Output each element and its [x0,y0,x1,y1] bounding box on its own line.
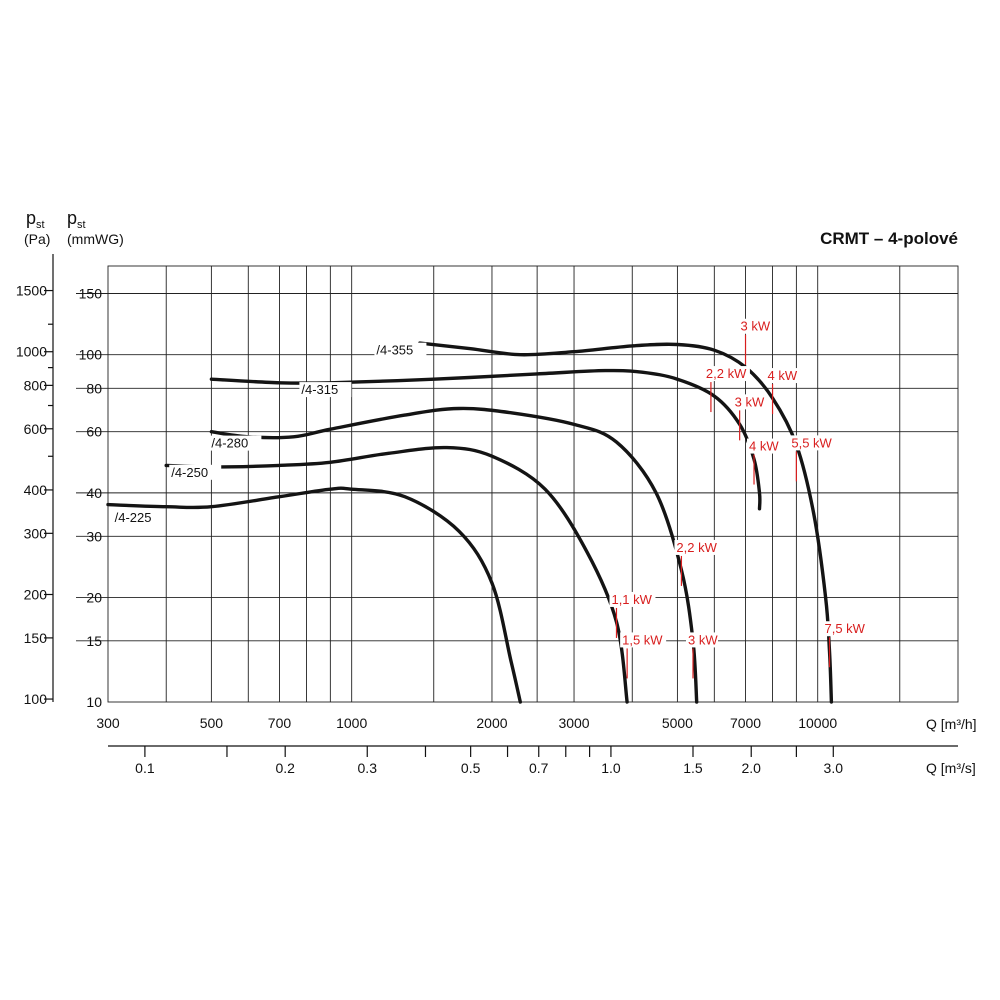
x-tick-label: 5000 [662,715,693,731]
x-tick-label-m3s: 2.0 [741,760,761,776]
curve-label-bg [209,435,262,451]
y-axis-pa-label-sub: st [36,219,45,231]
x-tick-label: 300 [96,715,120,731]
y-tick-label-mmwg: 100 [79,347,103,363]
y-axis-mmwg-label: pst [67,208,86,231]
x-tick-label-m3s: 1.5 [683,760,703,776]
power-label: 3 kW [741,319,771,334]
power-label: 4 kW [749,439,779,454]
y-tick-label-mmwg: 80 [86,380,102,396]
y-axis-mmwg-unit: (mmWG) [67,231,124,247]
x-axis-m3s: 0.1 0.2 0.3 0.5 0.7 1.0 1.5 2.0 3.0 [108,745,958,776]
y-tick-label-pa: 400 [24,482,48,498]
curve-4-250 [164,445,629,704]
x-tick-label: 3000 [558,715,589,731]
x-tick-label-m3s: 0.7 [529,760,549,776]
power-label: 1,5 kW [622,632,663,647]
curve-label: /4-225 [115,510,152,525]
curve-label: /4-250 [171,465,208,480]
curve-label: /4-280 [211,436,248,451]
y-axis-pa: 100 150 200 300 400 600 800 1000 1500 [16,254,54,707]
curve-label: /4-355 [376,343,413,358]
y-tick-label-pa: 1500 [16,283,47,299]
y-tick-label-mmwg: 60 [86,424,102,440]
y-tick-label-pa: 300 [24,525,48,541]
y-tick-label-pa: 200 [24,586,48,602]
x-tick-label-m3s: 0.2 [275,760,295,776]
x-tick-label: 10000 [798,715,837,731]
power-label-bg [822,621,869,637]
y-axis-pa-label: pst [26,208,45,231]
x-axis-m3h-label: Q [m³/h] [926,716,977,732]
curves: /4-225/4-250/4-280/4-315/4-355 [106,341,834,704]
power-label-bg [738,318,771,334]
y-axis-pa-label-main: p [26,208,36,228]
y-tick-label-mmwg: 30 [86,528,102,544]
power-label-bg [620,632,667,648]
power-label-bg [609,591,656,607]
curve-4-355 [418,341,834,704]
x-tick-label-m3s: 3.0 [824,760,844,776]
x-tick-label-m3s: 0.3 [358,760,378,776]
curve-label-bg [374,342,427,358]
curve-label-bg [169,464,222,480]
power-label-bg [765,368,798,384]
tick-labels: 300 500 700 1000 2000 3000 5000 7000 10000 10 15 20… [79,286,838,731]
y-tick-label-pa: 100 [24,691,48,707]
y-axis-mmwg-label-sub: st [77,219,86,231]
curve-label: /4-315 [301,382,338,397]
curve-4-225 [106,486,522,704]
y-tick-label-mmwg: 15 [86,633,102,649]
x-tick-label-m3s: 0.5 [461,760,481,776]
power-label-bg [789,435,836,451]
plot-frame [107,265,959,703]
x-tick-label-m3s: 1.0 [601,760,621,776]
power-label-bg [674,539,721,555]
x-tick-label: 500 [200,715,224,731]
y-tick-label-pa: 150 [24,630,48,646]
x-tick-label: 1000 [336,715,367,731]
power-label: 3 kW [735,394,765,409]
power-label-bg [685,632,718,648]
x-tick-label-m3s: 0.1 [135,760,155,776]
curve-label-bg [112,509,165,525]
x-tick-label: 2000 [476,715,507,731]
power-label: 2,2 kW [676,540,717,555]
x-axis-m3s-label: Q [m³/s] [926,760,976,776]
y-tick-label-mmwg: 150 [79,286,103,302]
x-tick-label: 700 [268,715,292,731]
y-tick-label-pa: 600 [24,421,48,437]
power-label: 4 kW [768,368,798,383]
y-tick-label-pa: 1000 [16,344,47,360]
power-label: 7,5 kW [825,621,866,636]
y-axis-mmwg-label-main: p [67,208,77,228]
power-label: 5,5 kW [791,435,832,450]
chart-title: CRMT – 4-polové [820,229,958,248]
power-label: 3 kW [688,632,718,647]
power-label-bg [747,438,780,454]
power-label-bg [703,366,750,382]
y-tick-label-mmwg: 10 [86,694,102,710]
power-label-bg [732,394,765,410]
grid [76,265,959,703]
x-tick-label: 7000 [730,715,761,731]
y-tick-label-mmwg: 40 [86,485,102,501]
y-axis-pa-unit: (Pa) [24,231,50,247]
power-label: 2,2 kW [706,366,747,381]
curve-label-bg [299,382,352,398]
power-labels: 1,1 kW1,5 kW2,2 kW3 kW2,2 kW3 kW4 kW3 kW… [609,318,869,679]
y-tick-label-pa: 800 [24,377,48,393]
y-tick-label-mmwg: 20 [86,589,102,605]
power-label: 1,1 kW [611,592,652,607]
